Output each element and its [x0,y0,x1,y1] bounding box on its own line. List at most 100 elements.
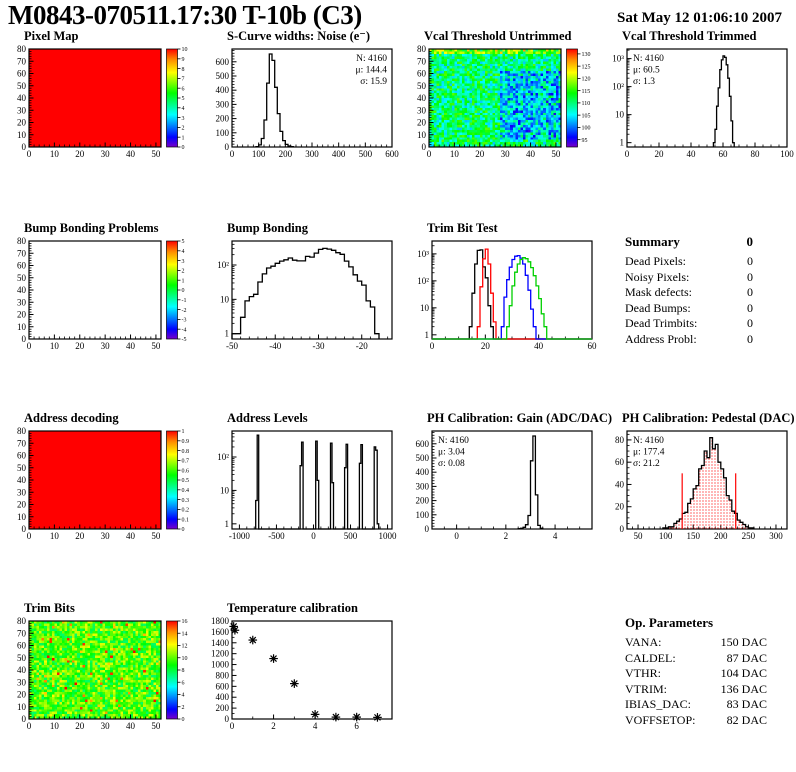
svg-text:1: 1 [182,135,185,141]
ph-gain-title: PH Calibration: Gain (ADC/DAC) [427,411,613,425]
svg-text:500: 500 [359,149,373,159]
svg-text:1: 1 [182,278,185,284]
ph-pedestal-canvas: 50 100 150 200 250 300 0 20 40 60 80 N: 4160 μ: 177.… [615,430,788,541]
op-row-ibias-dac: IBIAS_DAC: 83 DAC [625,697,767,711]
svg-text:250: 250 [742,531,756,541]
svg-text:0: 0 [311,531,316,541]
svg-text:1: 1 [225,329,230,339]
svg-text:10³: 10³ [417,249,429,259]
svg-text:0.4: 0.4 [182,488,190,494]
svg-text:95: 95 [582,138,588,144]
svg-text:40: 40 [687,149,697,159]
svg-text:0: 0 [422,142,427,152]
svg-text:4: 4 [182,249,185,255]
plot-address-levels: Address Levels -1000 -500 0 500 1000 1 10 10² [205,412,401,558]
svg-text:10: 10 [615,110,625,120]
svg-text:N: 4160: N: 4160 [633,436,664,446]
svg-text:1: 1 [182,429,185,435]
svg-text:-50: -50 [226,341,238,351]
svg-text:5: 5 [182,239,185,245]
summary-row-address-probl: Address Probl: 0 [625,331,753,346]
svg-text:400: 400 [216,85,230,95]
svg-text:0: 0 [27,149,32,159]
svg-text:4: 4 [182,106,185,112]
scurve-noise-title: S-Curve widths: Noise (e⁻) [227,29,371,43]
svg-text:10²: 10² [217,452,229,462]
svg-text:2: 2 [182,126,185,132]
svg-text:30: 30 [501,149,511,159]
svg-text:300: 300 [769,531,783,541]
svg-text:0.9: 0.9 [182,439,190,445]
svg-text:σ: 1.3: σ: 1.3 [633,77,655,87]
svg-text:200: 200 [216,114,230,124]
svg-text:1: 1 [225,519,230,529]
bump-bonding-title: Bump Bonding [227,221,308,235]
trim-bits-canvas: 0 10 20 30 40 5001020304050607080024681012141… [17,616,188,731]
trimbit-test-canvas: 0 20 40 60 1 10 10² 10³ [417,240,598,351]
svg-text:4: 4 [553,531,558,541]
svg-text:10²: 10² [417,276,429,286]
svg-text:600: 600 [216,57,230,67]
svg-text:0.8: 0.8 [182,449,190,455]
svg-text:30: 30 [101,531,111,541]
svg-text:40: 40 [17,285,27,295]
summary-title: Summary [625,234,680,249]
svg-text:μ: 177.4: μ: 177.4 [633,448,665,458]
svg-text:0: 0 [182,527,185,533]
svg-text:40: 40 [615,479,625,489]
svg-text:50: 50 [634,531,644,541]
svg-text:N: 4160: N: 4160 [438,436,469,446]
svg-text:0: 0 [22,334,27,344]
temp-calibration-title: Temperature calibration [227,601,358,615]
svg-text:300: 300 [305,149,319,159]
svg-text:2: 2 [504,531,509,541]
svg-text:50: 50 [151,149,161,159]
plot-temp-calibration: Temperature calibration 0 2 4 6 0 200 400 600 800… [205,602,401,748]
svg-text:μ: 144.4: μ: 144.4 [356,66,388,76]
svg-text:1: 1 [425,330,430,340]
op-row-vthr: VTHR: 104 DAC [625,666,767,680]
vcal-untrimmed-title: Vcal Threshold Untrimmed [424,29,572,43]
summary-header: Summary 0 [625,234,753,250]
svg-text:100: 100 [582,126,591,132]
summary-block: Summary 0 Dead Pixels: 0 Noisy Pixels: 0 M… [625,234,753,347]
svg-text:10: 10 [417,130,427,140]
svg-text:30: 30 [17,105,27,115]
svg-text:σ: 21.2: σ: 21.2 [633,459,660,469]
svg-text:150: 150 [686,531,700,541]
svg-text:0.6: 0.6 [182,468,190,474]
svg-text:600: 600 [385,149,399,159]
svg-text:60: 60 [588,341,598,351]
svg-text:9: 9 [182,57,185,63]
svg-text:1000: 1000 [379,531,398,541]
op-parameters-header: Op. Parameters [625,615,767,631]
svg-text:300: 300 [216,99,230,109]
svg-text:0.1: 0.1 [182,517,190,523]
svg-text:100: 100 [659,531,673,541]
bump-problems-title: Bump Bonding Problems [24,221,159,235]
svg-text:-40: -40 [269,341,281,351]
svg-text:20: 20 [417,118,427,128]
plot-scurve-noise: S-Curve widths: Noise (e⁻) 0 100 200 300 400 5… [205,30,401,176]
svg-text:7: 7 [182,77,185,83]
svg-text:-1: -1 [182,298,187,304]
svg-text:400: 400 [416,467,430,477]
svg-text:500: 500 [416,453,430,463]
op-row-vtrim: VTRIM: 136 DAC [625,681,767,696]
svg-text:40: 40 [17,93,27,103]
svg-text:20: 20 [615,502,625,512]
page-title: M0843-070511.17:30 T-10b (C3) [8,0,362,30]
svg-text:105: 105 [582,113,591,119]
svg-text:50: 50 [17,81,27,91]
plot-vcal-untrimmed: Vcal Threshold Untrimmed 0 10 20 30 40 50 0 10 20… [405,30,601,176]
svg-text:0: 0 [27,341,32,351]
summary-row-dead-bumps: Dead Bumps: 0 [625,300,753,315]
svg-text:0: 0 [454,531,459,541]
svg-text:70: 70 [17,438,27,448]
svg-text:N: 4160: N: 4160 [633,54,664,64]
svg-text:0: 0 [225,142,230,152]
svg-text:200: 200 [416,496,430,506]
svg-text:10²: 10² [612,82,624,92]
svg-text:10²: 10² [217,260,229,270]
svg-text:0: 0 [22,142,27,152]
